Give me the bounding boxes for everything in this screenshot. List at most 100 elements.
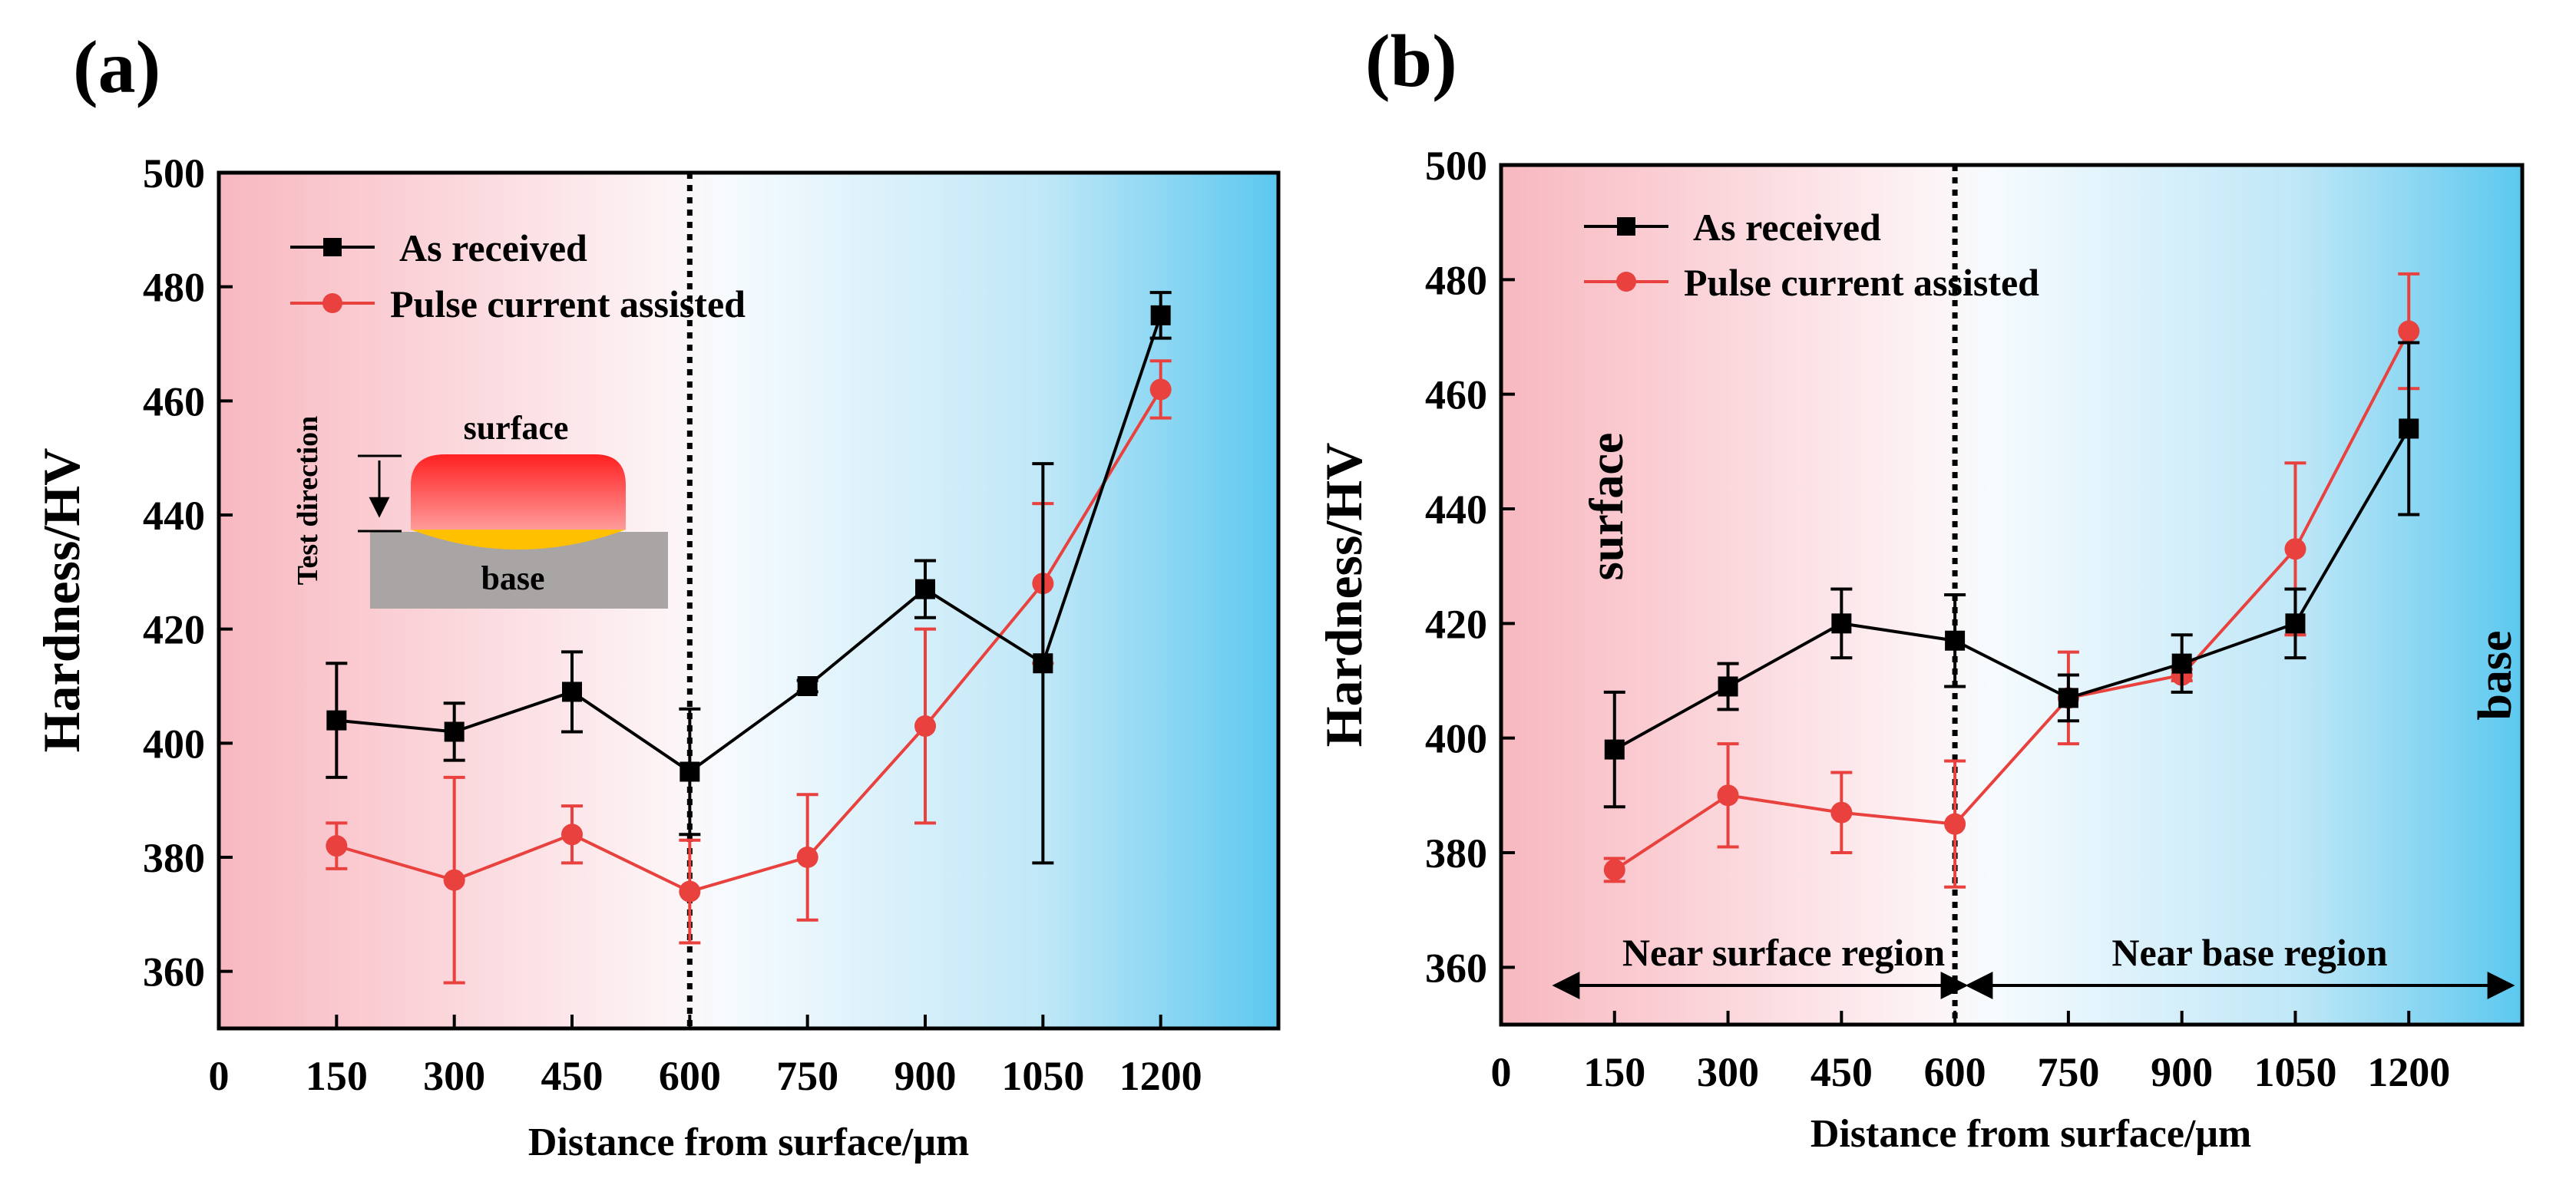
series-line-as-received-b [1613,427,2410,751]
data-point-as-received-a [444,721,465,742]
panel-a: (a) Hardness/HV Distance from surface/μm… [32,26,1281,1164]
data-point-pulse-a [796,847,818,868]
side-label-surface: surface [1581,433,1633,581]
legend-label-pulse-b: Pulse current assisted [1684,261,2039,304]
panel-b: (b) Hardness/HV Distance from surface/μm… [1314,20,2525,1156]
data-point-as-received-b [1604,739,1625,760]
y-axis-title-b: Hardness/HV [1314,443,1373,748]
y-tick-label-b: 500 [1425,143,1487,189]
y-tick-label-b: 460 [1425,372,1487,418]
x-tick-label-a: 0 [209,1053,230,1099]
legend-a: As received Pulse current assisted [290,226,746,325]
data-point-pulse-b [1603,859,1625,881]
x-tick-label-a: 600 [659,1053,721,1099]
data-point-as-received-a [797,676,818,696]
x-tick-label-a: 1050 [1001,1053,1084,1099]
data-point-pulse-a [679,880,701,903]
series-line-as-received-a [336,315,1162,774]
series-line-pulse-b [1613,330,2410,872]
data-point-as-received-a [562,682,582,702]
x-tick-label-b: 150 [1583,1049,1645,1095]
legend-label-as-received-b: As received [1693,206,1881,249]
x-tick-label-b: 1200 [2367,1049,2450,1095]
legend-marker-pulse-a [322,293,342,313]
x-tick-label-b: 900 [2151,1049,2213,1095]
region-label-near-surface: Near surface region [1622,931,1945,974]
y-tick-label-b: 400 [1425,716,1487,762]
y-tick-label-a: 380 [143,835,205,881]
inset-base-label: base [481,559,544,597]
data-point-pulse-a [443,869,465,891]
data-point-as-received-b [1831,613,1852,634]
data-point-pulse-a [326,835,348,857]
data-point-pulse-b [2398,320,2420,342]
data-point-pulse-a [561,824,583,846]
data-point-pulse-a [914,715,936,738]
x-tick-label-b: 450 [1810,1049,1873,1095]
x-tick-label-a: 900 [894,1053,957,1099]
y-tick-label-b: 440 [1425,487,1487,533]
y-tick-label-a: 500 [143,150,205,196]
x-tick-label-b: 0 [1491,1049,1512,1095]
region-label-near-base: Near base region [2111,931,2387,974]
x-axis-title-b: Distance from surface/μm [1810,1112,2251,1156]
x-tick-label-a: 150 [306,1053,368,1099]
data-point-as-received-a [326,710,347,731]
legend-marker-as-received-b [1617,217,1635,236]
data-point-pulse-b [1717,784,1739,807]
y-tick-label-b: 380 [1425,830,1487,876]
y-tick-label-a: 420 [143,607,205,653]
x-tick-label-b: 750 [2037,1049,2099,1095]
x-tick-label-a: 1200 [1119,1053,1202,1099]
inset-surface-layer [411,454,626,530]
y-tick-label-b: 480 [1425,257,1487,303]
data-point-as-received-b [1945,630,1966,651]
y-tick-label-a: 440 [143,493,205,539]
data-point-pulse-a [1149,378,1172,401]
y-tick-label-a: 460 [143,378,205,424]
legend-label-as-received-a: As received [399,226,587,269]
y-tick-label-b: 420 [1425,601,1487,647]
plot-frame-a [217,170,1281,1031]
region-annotations: Near surface region Near base region [1552,931,2515,999]
data-point-as-received-b [2285,613,2306,634]
y-tick-label-b: 360 [1425,945,1487,991]
data-point-as-received-a [1033,653,1053,674]
series-line-pulse-a [336,388,1162,893]
plot-background-b [1501,165,2522,1025]
data-point-as-received-a [680,761,700,782]
inset-surface-label: surface [464,409,569,447]
legend-marker-as-received-a [323,238,342,256]
data-point-as-received-a [915,579,935,599]
plot-area-b [1500,163,2420,1025]
x-tick-label-a: 300 [423,1053,485,1099]
plot-area-a [217,171,1172,1028]
data-point-as-received-b [2058,688,2078,708]
legend-marker-pulse-b [1616,272,1636,292]
panel-label-b: (b) [1365,20,1457,103]
plot-frame-b [1499,163,2525,1027]
x-tick-label-a: 750 [776,1053,838,1099]
x-tick-label-b: 300 [1697,1049,1759,1095]
y-tick-label-a: 480 [143,265,205,311]
data-point-pulse-b [1944,813,1966,835]
side-label-base: base [2469,630,2521,720]
data-point-as-received-b [2399,418,2419,439]
x-tick-label-a: 450 [541,1053,603,1099]
inset-test-direction-label: Test direction [292,416,324,586]
data-point-pulse-b [1830,801,1853,824]
data-point-pulse-b [2284,538,2306,560]
data-point-as-received-b [1718,676,1738,697]
y-tick-label-a: 400 [143,721,205,767]
panel-label-a: (a) [73,26,160,109]
data-point-as-received-b [2171,653,2192,674]
legend-label-pulse-a: Pulse current assisted [390,282,746,325]
data-point-as-received-a [1150,305,1171,325]
y-axis-title-a: Hardness/HV [32,448,91,753]
x-tick-label-b: 1050 [2254,1049,2336,1095]
y-tick-label-a: 360 [143,949,205,995]
x-tick-label-b: 600 [1924,1049,1986,1095]
x-axis-title-a: Distance from surface/μm [528,1121,969,1164]
inset-schematic: surface base Test direction [292,409,668,609]
